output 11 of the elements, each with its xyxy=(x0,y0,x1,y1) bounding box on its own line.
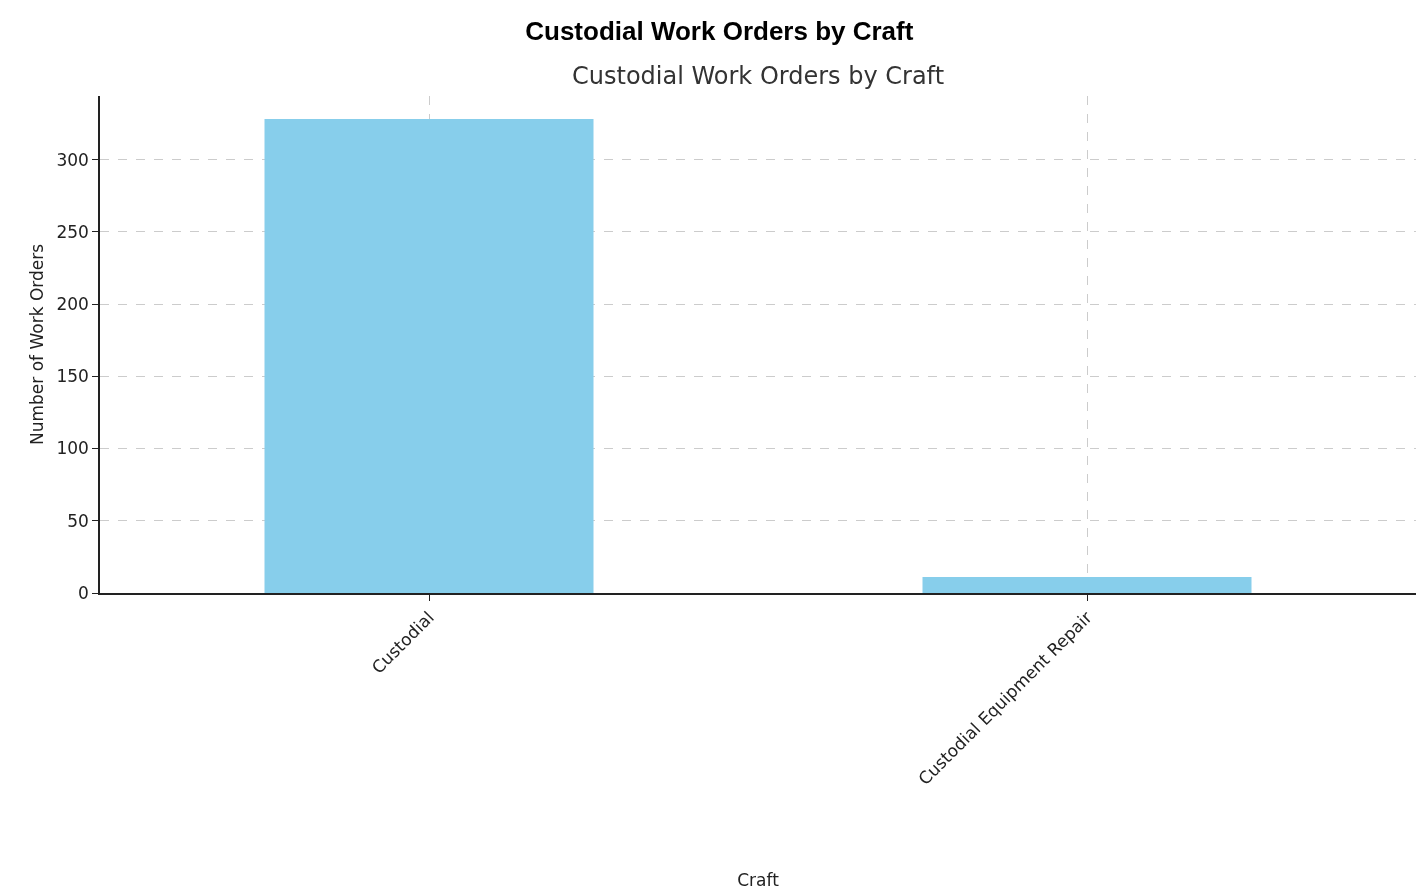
chart-subtitle: Custodial Work Orders by Craft xyxy=(572,62,945,90)
y-axis-title: Number of Work Orders xyxy=(27,243,48,446)
y-tick-label: 250 xyxy=(56,221,89,242)
y-tick-label: 50 xyxy=(67,510,89,531)
chart-title: Custodial Work Orders by Craft xyxy=(525,16,914,47)
y-tick-label: 150 xyxy=(56,366,89,387)
y-tick-label: 300 xyxy=(56,149,89,170)
x-axis-title: Craft xyxy=(737,870,780,890)
y-tick-label: 200 xyxy=(56,294,89,314)
y-tick-label: 0 xyxy=(78,582,89,603)
y-tick-label: 100 xyxy=(56,438,89,459)
